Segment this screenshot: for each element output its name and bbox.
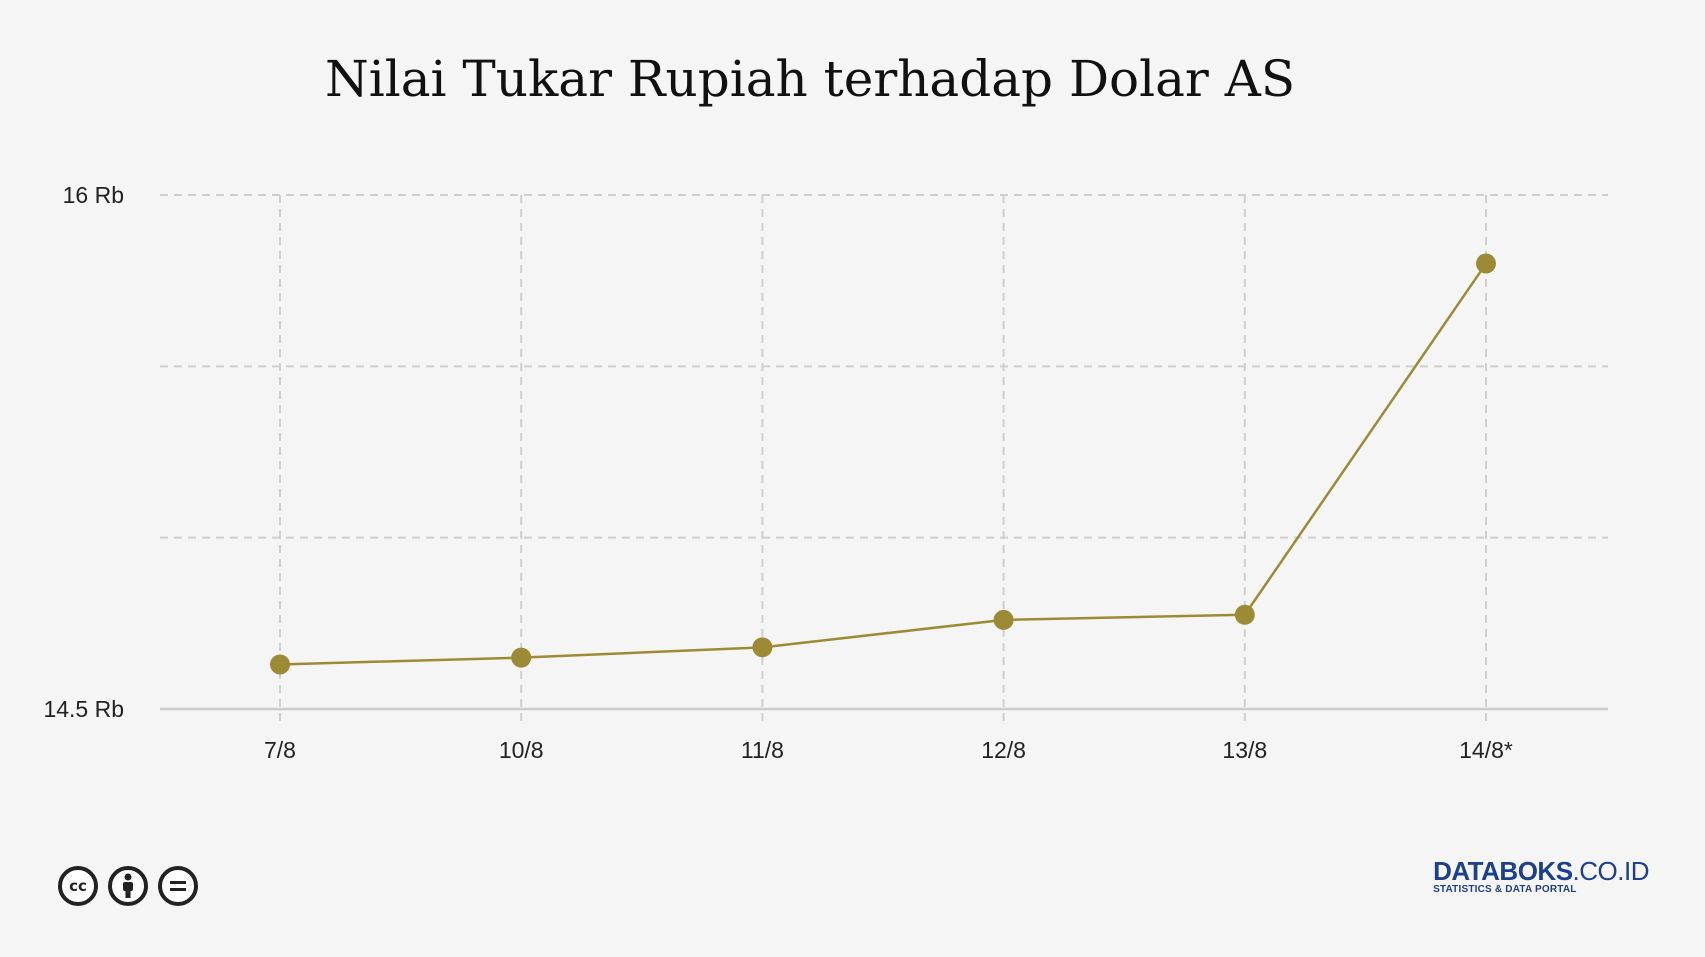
x-tick-label: 7/8 xyxy=(264,737,296,763)
nd-icon xyxy=(158,866,198,906)
data-point xyxy=(1476,253,1496,274)
chart-title: Nilai Tukar Rupiah terhadap Dolar AS xyxy=(325,50,1296,108)
data-point xyxy=(752,637,773,658)
x-tick-label: 11/8 xyxy=(741,737,784,763)
brand-logo[interactable]: DATABOKS.CO.ID STATISTICS & DATA PORTAL xyxy=(1433,858,1649,896)
brand-light: .CO.ID xyxy=(1572,856,1650,886)
brand-tagline: STATISTICS & DATA PORTAL xyxy=(1433,884,1577,895)
brand-bold: DATABOKS xyxy=(1433,856,1573,886)
by-icon xyxy=(108,866,148,906)
x-tick-label: 12/8 xyxy=(981,737,1026,763)
data-point xyxy=(511,647,532,668)
license-icons: cc xyxy=(58,866,198,906)
data-point xyxy=(270,654,290,675)
data-point xyxy=(1234,604,1255,625)
y-tick-label: 16 Rb xyxy=(63,182,124,208)
y-tick-label: 14.5 Rb xyxy=(43,696,124,722)
brand-name: DATABOKS.CO.ID xyxy=(1433,858,1649,884)
x-tick-label: 13/8 xyxy=(1222,737,1267,763)
x-tick-label: 10/8 xyxy=(499,737,544,763)
series-line xyxy=(279,262,1488,666)
x-tick-label: 14/8* xyxy=(1459,737,1513,763)
data-point xyxy=(993,609,1014,630)
cc-icon: cc xyxy=(58,866,98,906)
